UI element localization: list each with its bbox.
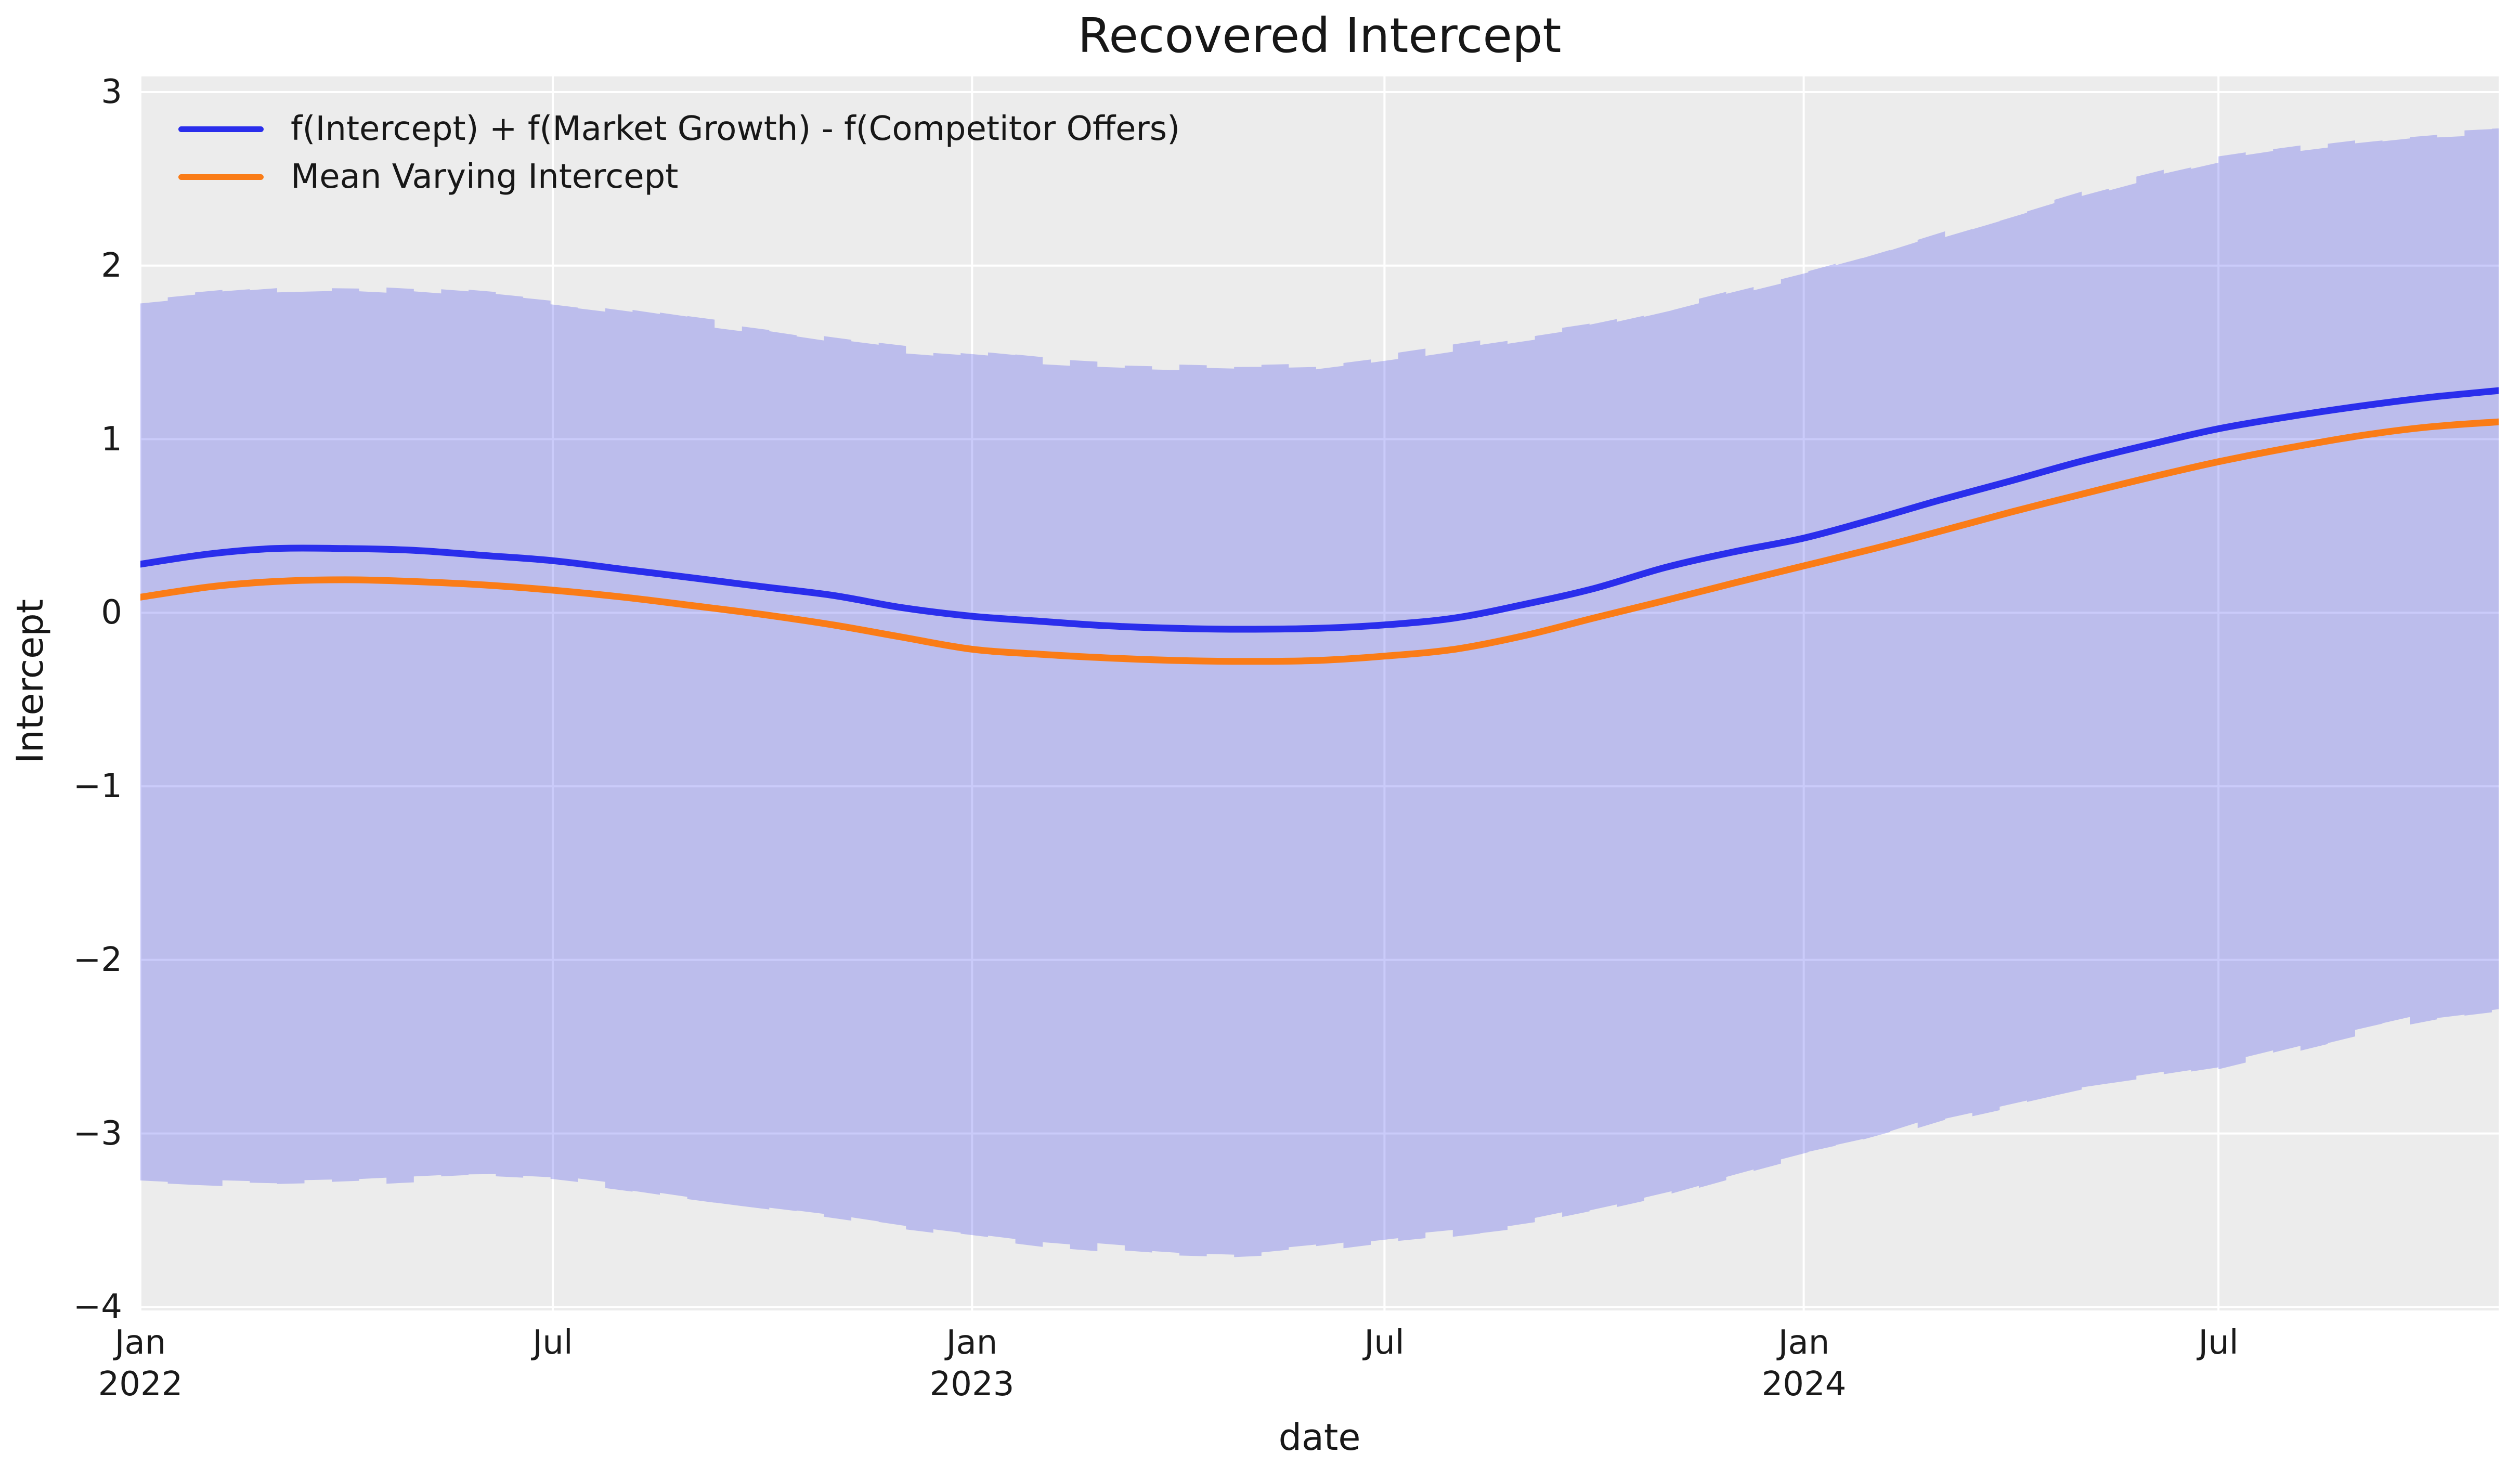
x-axis-label: date [1278, 1416, 1361, 1459]
legend-item-1: f(Intercept) + f(Market Growth) - f(Comp… [178, 105, 1180, 153]
legend-item-2: Mean Varying Intercept [178, 153, 1180, 201]
legend-line-swatch [178, 174, 264, 180]
x-tick-year: 2024 [1761, 1365, 1847, 1404]
uncertainty-band [140, 128, 2499, 1257]
legend-line-swatch [178, 126, 264, 132]
x-tick-label: Jul [1364, 1323, 1405, 1362]
series-line-1 [140, 387, 2499, 633]
y-tick-label: −1 [73, 767, 122, 806]
y-tick-label: 1 [101, 420, 122, 459]
series-line-2 [140, 418, 2499, 665]
legend-label: Mean Varying Intercept [291, 158, 679, 196]
x-tick-year: 2023 [929, 1365, 1015, 1404]
legend-label: f(Intercept) + f(Market Growth) - f(Comp… [291, 110, 1180, 148]
gridlines [140, 76, 2499, 1310]
y-tick-label: 3 [101, 73, 122, 111]
x-tick-label: Jan 2023 [894, 1322, 1050, 1405]
y-tick-label: −3 [73, 1114, 122, 1153]
axes-background [140, 76, 2499, 1310]
x-tick-label: Jul [2198, 1323, 2239, 1362]
x-tick-label: Jan 2022 [62, 1322, 218, 1405]
x-tick-label: Jan 2024 [1726, 1322, 1882, 1405]
x-tick-year: 2022 [98, 1365, 183, 1404]
chart-title: Recovered Intercept [1077, 8, 1562, 63]
x-tick-label: Jul [532, 1323, 573, 1362]
y-tick-label: −2 [73, 941, 122, 979]
y-tick-label: 2 [101, 246, 122, 285]
legend: f(Intercept) + f(Market Growth) - f(Comp… [178, 105, 1180, 201]
y-tick-label: 0 [101, 593, 122, 632]
y-tick-label: −4 [73, 1288, 122, 1326]
